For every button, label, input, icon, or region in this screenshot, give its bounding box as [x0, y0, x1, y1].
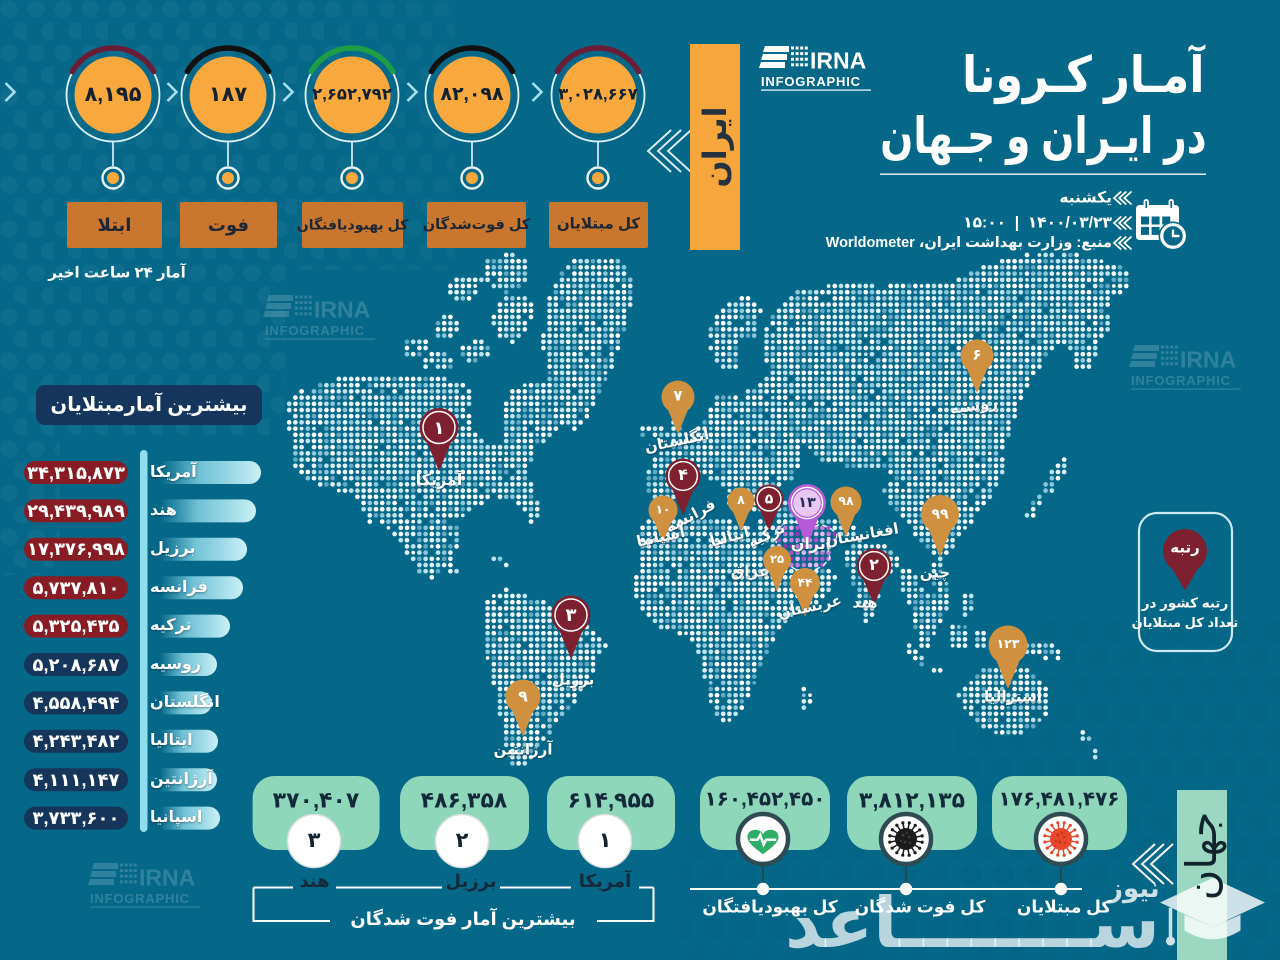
svg-text:IRNA: IRNA: [1180, 347, 1236, 373]
svg-text:INFOGRAPHIC: INFOGRAPHIC: [761, 74, 861, 89]
svg-text:INFOGRAPHIC: INFOGRAPHIC: [265, 323, 365, 338]
svg-text:IRNA: IRNA: [139, 865, 195, 891]
svg-text:INFOGRAPHIC: INFOGRAPHIC: [1131, 373, 1231, 388]
svg-text:INFOGRAPHIC: INFOGRAPHIC: [90, 891, 190, 906]
svg-text:IRNA: IRNA: [810, 48, 866, 74]
svg-text:IRNA: IRNA: [314, 297, 370, 323]
